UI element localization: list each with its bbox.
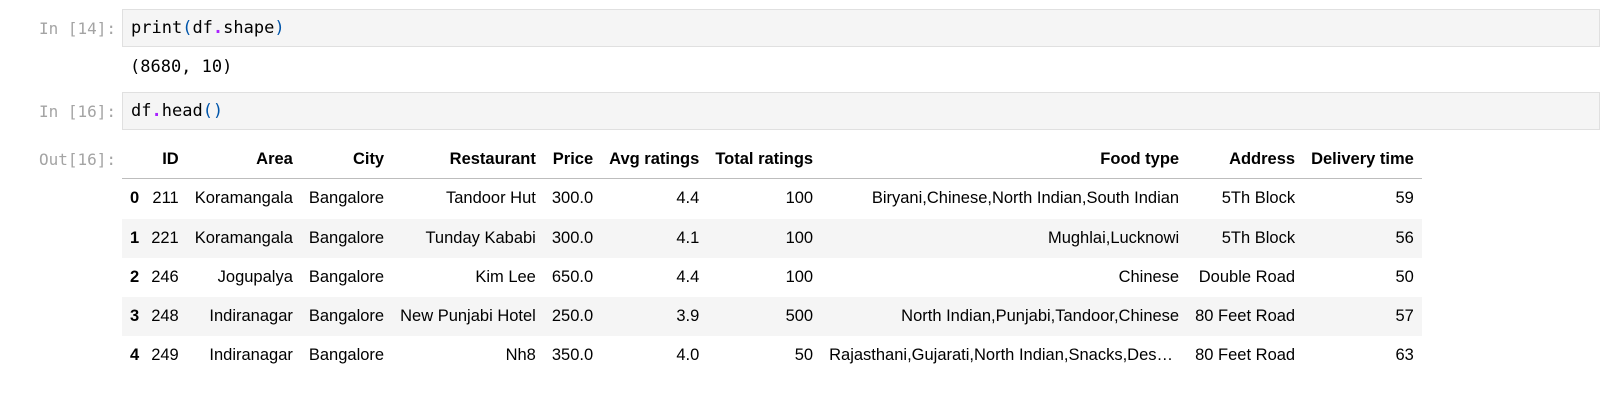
cell-avg-ratings: 3.9 (676, 307, 700, 325)
cell-avg-ratings: 4.4 (676, 268, 700, 286)
dataframe-header-row: ID Area City Restaurant Price Avg rating… (122, 141, 1422, 179)
cell-total-ratings: 50 (794, 346, 814, 364)
cell-city: Bangalore (308, 229, 385, 247)
cell-1-input-prompt: In [14]: (38, 19, 116, 38)
cell-id: 246 (151, 268, 179, 286)
cell-city: Bangalore (308, 189, 385, 208)
column-header-address: Address (1187, 141, 1304, 179)
cell-price: 300.0 (551, 229, 594, 247)
cell-area: Indiranagar (209, 307, 293, 325)
cell-restaurant: New Punjabi Hotel (400, 307, 536, 325)
column-header-city: City (300, 141, 393, 179)
code-paren-close: ) (274, 18, 285, 38)
cell-city: Bangalore (308, 307, 385, 325)
cell-price: 650.0 (551, 268, 594, 286)
code-attr: head (161, 101, 203, 121)
code-call-parens: () (202, 101, 224, 121)
cell-food-type: Biryani,Chinese,North Indian,South India… (871, 189, 1180, 208)
cell-id: 248 (151, 307, 179, 325)
column-header-delivery-time: Delivery time (1303, 141, 1422, 179)
cell-2-code-editor[interactable]: df.head() (122, 92, 1600, 130)
cell-address: 80 Feet Road (1195, 346, 1296, 364)
cell-price: 350.0 (551, 346, 594, 364)
code-object: df (131, 101, 152, 121)
cell-2-code: df.head() (131, 101, 223, 121)
cell-id: 221 (151, 229, 179, 247)
cell-price: 300.0 (551, 189, 594, 208)
index-header (122, 141, 144, 179)
cell-1-code-editor[interactable]: print(df.shape) (122, 9, 1600, 47)
column-header-food-type: Food type (821, 141, 1188, 179)
cell-restaurant: Tandoor Hut (445, 189, 536, 208)
dataframe-table: ID Area City Restaurant Price Avg rating… (122, 141, 1422, 375)
row-index: 3 (130, 307, 140, 325)
cell-address: 5Th Block (1221, 229, 1296, 247)
cell-city: Bangalore (308, 268, 385, 286)
cell-food-type: Mughlai,Lucknowi (1047, 229, 1180, 247)
cell-food-type: Rajasthani,Gujarati,North Indian,Snacks,… (829, 346, 1188, 364)
cell-2-output-prompt: Out[16]: (38, 150, 116, 169)
code-attr: shape (223, 18, 275, 38)
column-header-area: Area (186, 141, 301, 179)
cell-1-code: print(df.shape) (131, 18, 285, 38)
cell-price: 250.0 (551, 307, 594, 325)
cell-restaurant: Tunday Kababi (425, 229, 536, 247)
cell-1-output: (8680, 10) (130, 57, 233, 77)
cell-delivery-time: 59 (1395, 189, 1414, 208)
cell-delivery-time: 50 (1395, 268, 1414, 286)
cell-food-type: North Indian,Punjabi,Tandoor,Chinese (901, 307, 1180, 325)
cell-area: Jogupalya (217, 268, 293, 286)
column-header-total-ratings: Total ratings (707, 141, 822, 179)
row-index: 2 (130, 268, 140, 286)
row-index: 0 (130, 189, 140, 208)
cell-total-ratings: 100 (785, 268, 814, 286)
table-row: 4 249 Indiranagar Bangalore Nh8 350.0 4.… (122, 336, 1422, 375)
cell-area: Koramangala (194, 229, 293, 247)
cell-restaurant: Nh8 (505, 346, 536, 364)
table-row: 3 248 Indiranagar Bangalore New Punjabi … (122, 297, 1422, 336)
column-header-price: Price (543, 141, 602, 179)
cell-area: Indiranagar (209, 346, 293, 364)
table-row: 2 246 Jogupalya Bangalore Kim Lee 650.0 … (122, 258, 1422, 297)
cell-2-input-prompt: In [16]: (38, 102, 116, 121)
cell-delivery-time: 57 (1395, 307, 1414, 325)
column-header-restaurant: Restaurant (392, 141, 544, 179)
cell-city: Bangalore (308, 346, 385, 364)
cell-avg-ratings: 4.4 (676, 189, 700, 208)
cell-total-ratings: 500 (785, 307, 814, 325)
cell-delivery-time: 63 (1395, 346, 1414, 364)
cell-total-ratings: 100 (785, 189, 814, 208)
cell-delivery-time: 56 (1395, 229, 1414, 247)
cell-restaurant: Kim Lee (475, 268, 536, 286)
code-object: df (192, 18, 213, 38)
cell-id: 211 (152, 189, 179, 208)
cell-address: 80 Feet Road (1195, 307, 1296, 325)
code-fn: print (131, 18, 183, 38)
cell-food-type: Chinese (1118, 268, 1180, 286)
column-header-id: ID (143, 141, 187, 179)
cell-total-ratings: 100 (785, 229, 814, 247)
cell-address: Double Road (1198, 268, 1296, 286)
code-dot: . (212, 18, 224, 38)
cell-id: 249 (151, 346, 179, 364)
cell-avg-ratings: 4.1 (676, 229, 700, 247)
cell-avg-ratings: 4.0 (676, 346, 700, 364)
code-paren-open: ( (182, 18, 193, 38)
cell-area: Koramangala (194, 189, 293, 208)
table-row: 1 221 Koramangala Bangalore Tunday Kabab… (122, 219, 1422, 258)
code-dot: . (151, 101, 162, 121)
row-index: 4 (130, 346, 140, 364)
cell-address: 5Th Block (1221, 189, 1296, 208)
row-index: 1 (130, 229, 140, 247)
table-row: 0 211 Koramangala Bangalore Tandoor Hut … (122, 178, 1422, 219)
column-header-avg-ratings: Avg ratings (601, 141, 708, 179)
